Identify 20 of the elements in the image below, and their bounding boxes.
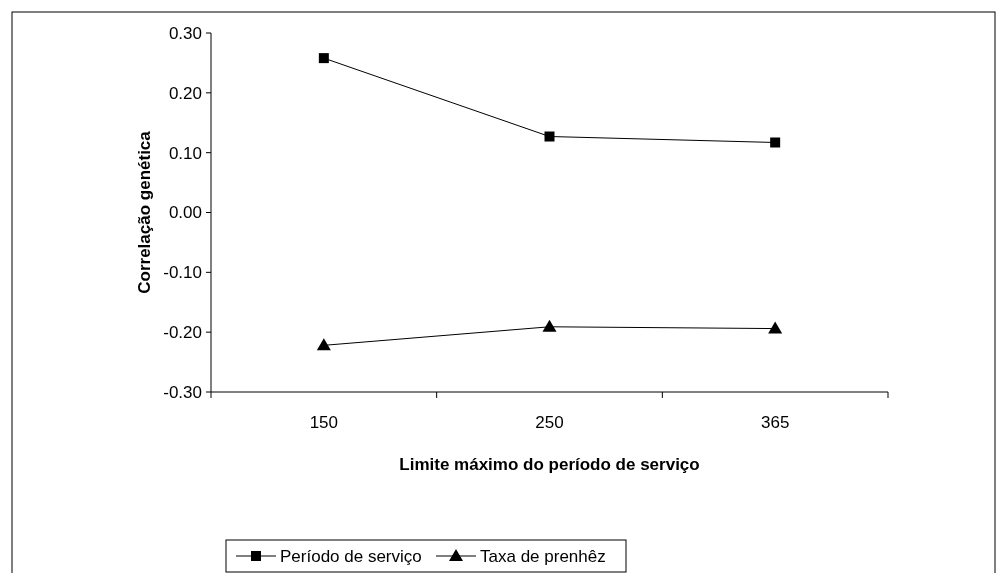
x-tick-label: 365 bbox=[760, 413, 790, 432]
point bbox=[318, 53, 329, 64]
legend-label: Período de serviço bbox=[280, 546, 422, 566]
x-axis-title: Limite máximo do período de serviço bbox=[399, 455, 700, 474]
y-tick-label: 0.30 bbox=[168, 23, 202, 43]
legend-label: Taxa de prenhêz bbox=[480, 546, 606, 566]
y-tick-label: 0.10 bbox=[168, 143, 202, 163]
y-tick-label: -0.20 bbox=[163, 323, 202, 343]
y-tick-label: 0.00 bbox=[168, 203, 202, 223]
point bbox=[768, 321, 783, 334]
x-tick-label: 250 bbox=[535, 413, 564, 432]
y-tick-label: -0.10 bbox=[163, 263, 202, 283]
y-axis-title: Correlação genética bbox=[135, 130, 154, 294]
point bbox=[542, 319, 557, 332]
point bbox=[544, 131, 555, 142]
y-tick-label: 0.20 bbox=[168, 83, 202, 103]
y-tick-label: -0.30 bbox=[163, 382, 202, 402]
x-tick-label: 150 bbox=[309, 413, 339, 432]
point bbox=[770, 137, 781, 148]
point bbox=[316, 338, 331, 351]
